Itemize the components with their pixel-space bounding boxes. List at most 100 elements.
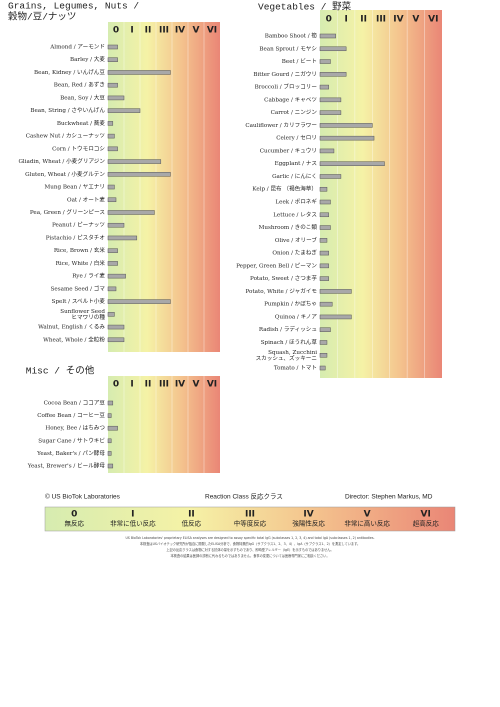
x-tick-label: III — [159, 380, 169, 390]
bar — [107, 172, 171, 177]
bar — [107, 95, 125, 101]
legend-class: III — [245, 510, 255, 520]
category-label: Bean Sprout / モヤシ — [259, 45, 317, 52]
x-tick-label: 0 — [113, 26, 119, 36]
bar — [107, 413, 112, 418]
x-tick-label: VI — [207, 26, 217, 36]
category-label: Pepper, Green Bell / ピーマン — [236, 262, 317, 269]
category-label: Spelt / スペルト小麦 — [52, 297, 106, 305]
category-label: Wheat, Whole / 全粒粉 — [43, 335, 105, 343]
legend-label: 強陽性反応 — [292, 519, 325, 528]
category-label: Almond / アーモンド — [49, 44, 105, 51]
bar — [319, 199, 331, 205]
legend-label: 非常に高い反応 — [344, 519, 390, 528]
x-tick-label: II — [145, 380, 152, 390]
bar — [107, 146, 118, 152]
bar — [319, 327, 331, 332]
category-label: Cauliflower / カリフラワー — [245, 122, 317, 129]
category-label: Cocoa Bean / ココア豆 — [44, 400, 106, 407]
bar — [107, 299, 171, 304]
x-tick-label: III — [376, 15, 386, 25]
category-label: Bean, Soy / 大豆 — [60, 93, 105, 101]
x-tick-label: V — [193, 380, 200, 390]
plot-background — [320, 10, 442, 378]
category-label: Coffee Bean / コーヒー豆 — [37, 412, 105, 419]
bar — [107, 248, 118, 253]
legend-class: V — [364, 510, 371, 520]
bar — [319, 289, 352, 294]
bar — [319, 97, 342, 103]
category-label: Cashew Nut / カシューナッツ — [26, 133, 106, 140]
x-tick-label: III — [159, 26, 169, 36]
legend-label: 超高反応 — [413, 519, 440, 528]
category-label: Sesame Seed / ゴマ — [51, 284, 106, 292]
bar — [319, 353, 328, 358]
category-label: Squash, Zucchini — [268, 350, 317, 356]
panel-title: Misc / その他 — [26, 365, 95, 377]
bar — [107, 324, 125, 330]
legend-class: IV — [303, 510, 313, 520]
category-label: Gluten, Wheat / 小麦グルテン — [25, 170, 105, 178]
category-label: Rice, White / 白米 — [56, 259, 106, 267]
bar — [319, 225, 331, 230]
bar — [319, 123, 373, 128]
bar — [107, 438, 112, 444]
plot-background — [108, 22, 220, 352]
category-label: Buckwheat / 蕎麦 — [57, 119, 106, 127]
bar — [107, 159, 162, 164]
bar — [107, 400, 114, 406]
reaction-class-title: Reaction Class 反応クラス — [205, 492, 283, 501]
x-tick-label: I — [130, 26, 133, 36]
x-tick-label: IV — [175, 26, 185, 36]
category-label: Cabbage / キャベツ — [264, 96, 317, 103]
category-label: Peanut / ピーナッツ — [52, 222, 105, 229]
bar — [319, 250, 329, 256]
bar — [319, 186, 328, 192]
bar — [107, 210, 155, 215]
category-label: Oat / オート麦 — [67, 195, 105, 203]
category-label: Pea, Green / グリーンピース — [30, 208, 106, 216]
category-label: Potato, Sweet / さつま芋 — [250, 275, 317, 282]
fine-print: 上記の反応クラスは食物に対する抗体の量を示すものであり、即時型アレルギー（IgE… — [166, 547, 333, 552]
legend-label: 中等度反応 — [234, 519, 267, 528]
category-label: Eggplant / ナス — [275, 160, 318, 167]
bar — [319, 314, 352, 320]
bar — [107, 57, 118, 62]
x-tick-label: II — [145, 26, 152, 36]
category-label: Spinach / ほうれん草 — [261, 338, 318, 346]
plot-background — [108, 376, 220, 473]
bar — [319, 72, 347, 77]
category-label: Cucumber / キュウリ — [260, 146, 317, 154]
bar — [107, 108, 141, 113]
category-label: Bean, Red / あずき — [54, 81, 105, 89]
legend-class: I — [131, 510, 134, 520]
category-label: Sugar Cane / サトウキビ — [38, 436, 105, 444]
x-tick-label: II — [360, 15, 367, 25]
director: Director: Stephen Markus, MD — [345, 494, 433, 501]
bar — [319, 174, 342, 179]
category-label: Rice, Brown / 玄米 — [54, 246, 106, 254]
category-label: Mung Bean / ヤエナリ — [45, 184, 105, 191]
bar — [319, 33, 336, 39]
bar — [107, 425, 118, 431]
bar — [319, 148, 335, 154]
bar — [107, 184, 115, 190]
x-tick-label: IV — [393, 15, 403, 25]
legend-label: 非常に低い反応 — [110, 519, 156, 528]
bar — [319, 135, 375, 141]
category-label: Lettuce / レタス — [273, 210, 317, 218]
copyright: © US BioTok Laboratories — [45, 493, 121, 501]
category-label: Pumpkin / かぼちゃ — [264, 301, 317, 308]
category-label: Gliadin, Wheat / 小麦グリアジン — [18, 157, 105, 165]
fine-print: 本検査はUSバイオテック研究所が独自に開発したELISA分析で、食物特異的IgG… — [140, 541, 360, 546]
category-label: Bean, String / さやいんげん — [30, 106, 105, 114]
category-label: Celery / セロリ — [276, 135, 317, 142]
category-label: Kelp / 昆布 （褐色海草） — [252, 185, 317, 193]
category-label: Walnut, English / くるみ — [38, 324, 105, 331]
panel-title: 穀物/豆/ナッツ — [8, 11, 76, 23]
category-label: Bitter Gourd / ニガウリ — [253, 70, 317, 78]
bar — [107, 235, 138, 241]
panel-title: Grains, Legumes, Nuts / — [8, 1, 139, 12]
category-label: Sunflower Seed — [60, 309, 105, 315]
